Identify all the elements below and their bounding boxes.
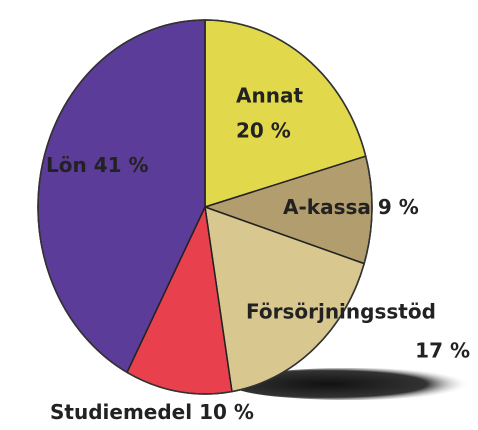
slice-label: Studiemedel 10 % [50, 400, 254, 424]
category-label: Lön [46, 153, 87, 177]
category-label: A-kassa [283, 195, 371, 219]
value-label: 10 % [199, 400, 254, 424]
category-label: Försörjningsstöd [246, 300, 436, 324]
chart: Annat 20 % A-kassa 9 % Försörjningsstöd 17 % S… [0, 0, 478, 430]
slice-label: Lön 41 % [46, 153, 149, 177]
value-label: 17 % [415, 339, 470, 363]
slice-label: A-kassa 9 % [283, 195, 419, 219]
value-label: 41 % [94, 153, 149, 177]
category-label: Studiemedel [50, 400, 192, 424]
category-label: Annat [236, 84, 303, 108]
value-label: 20 % [236, 119, 291, 143]
value-label: 9 % [378, 195, 419, 219]
